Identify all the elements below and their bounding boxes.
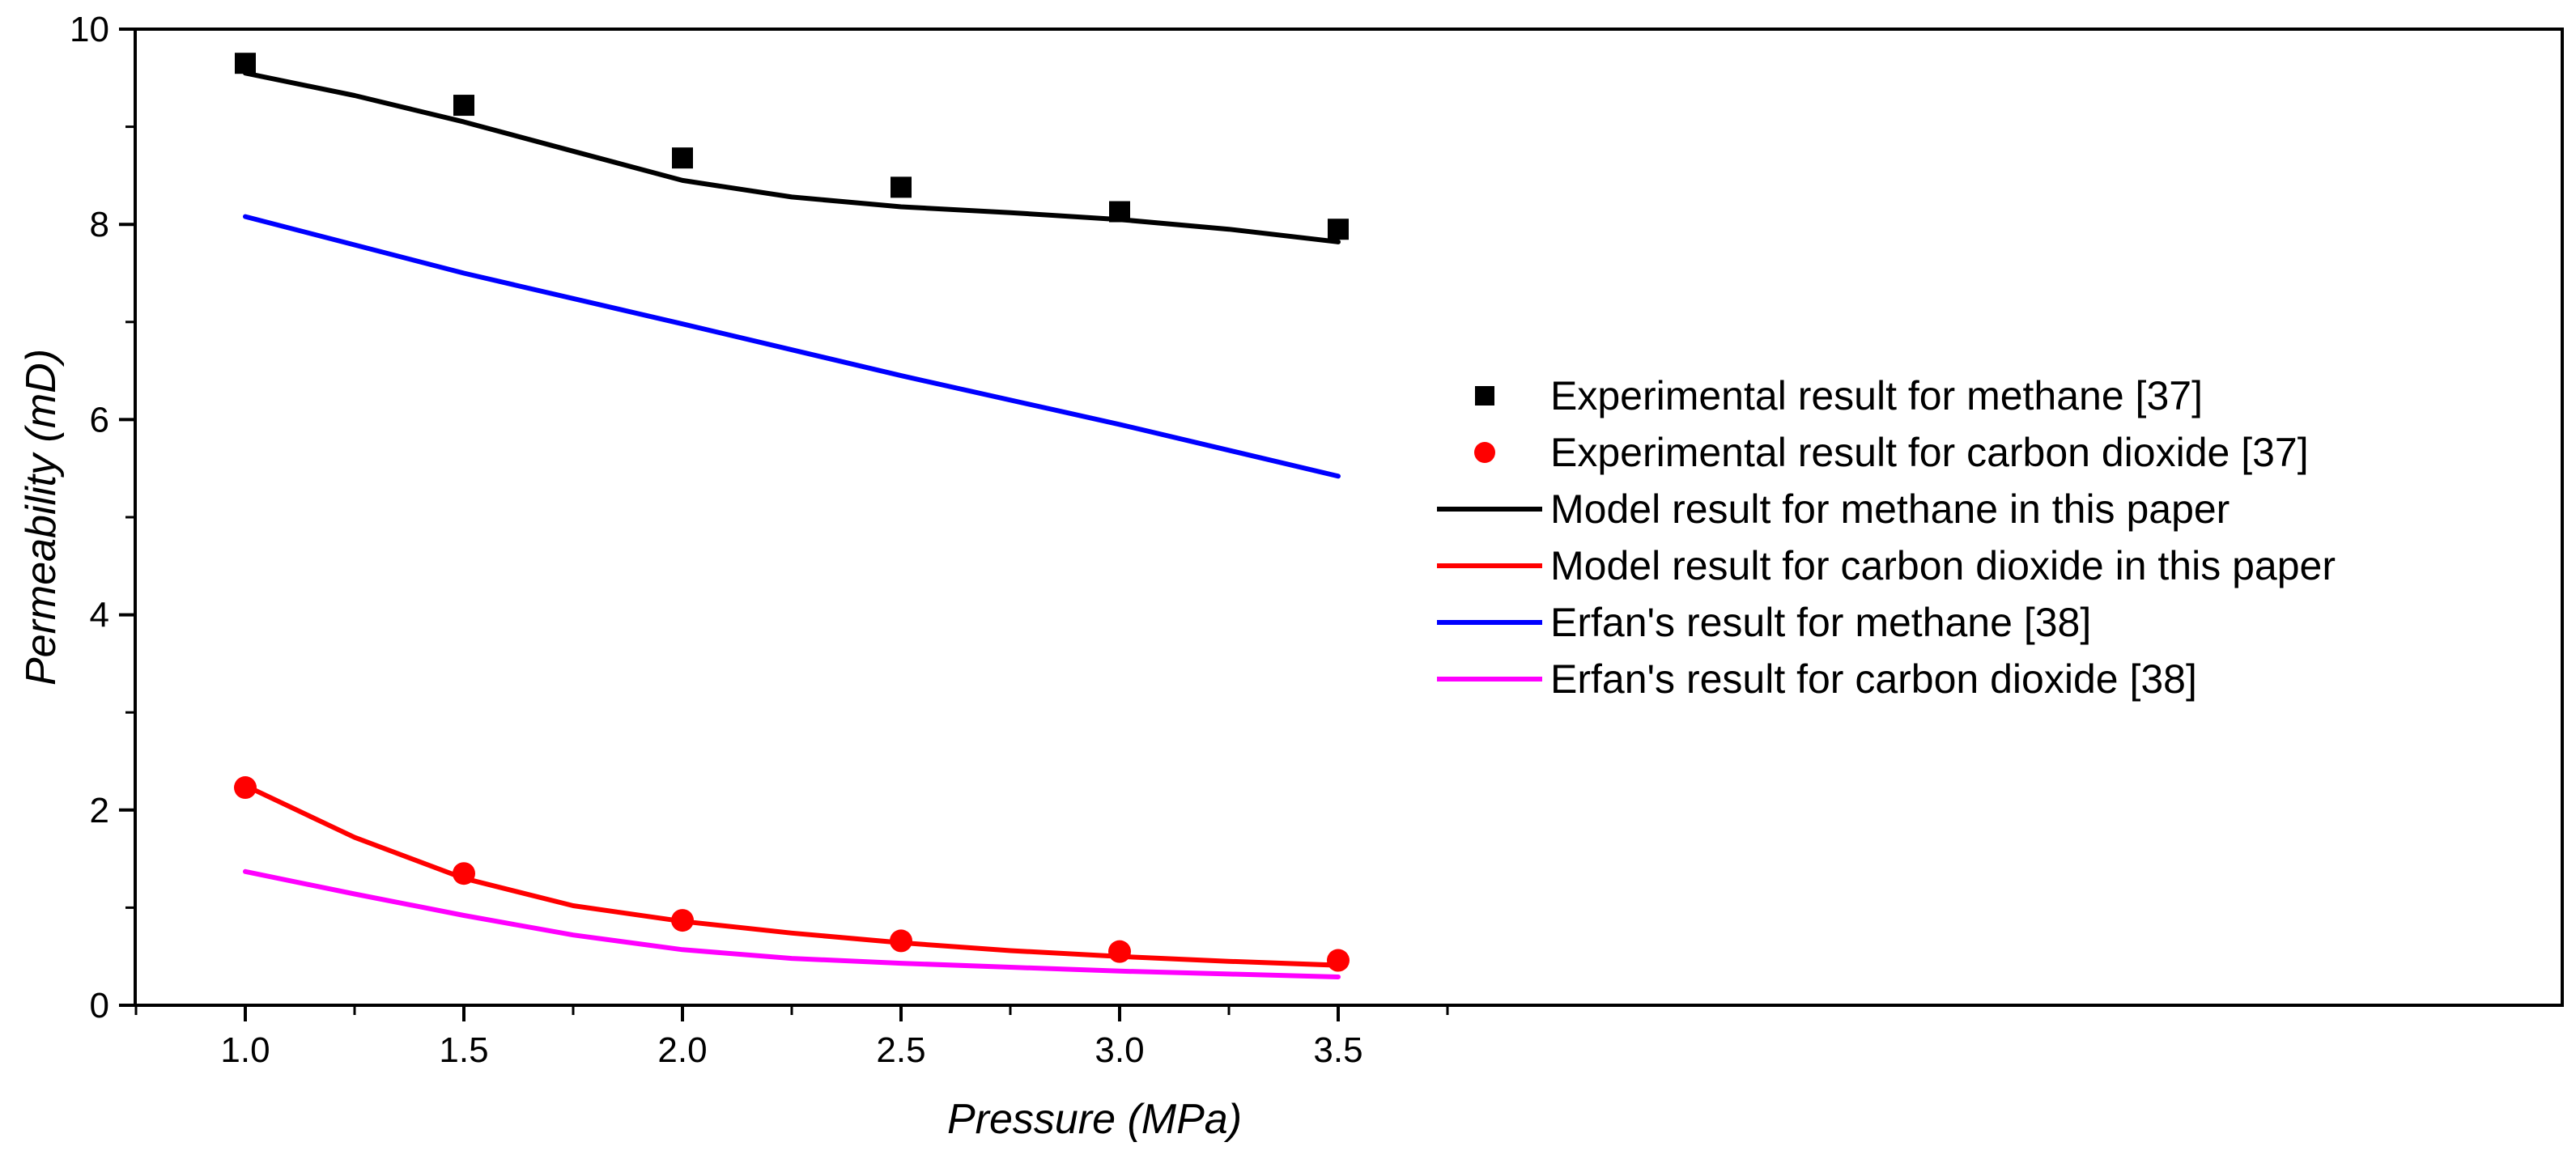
series-line: [243, 868, 1341, 979]
series-line: [243, 783, 1341, 968]
y-tick-label: 0: [90, 986, 109, 1025]
data-point-circle: [671, 909, 694, 932]
data-point-square: [1109, 201, 1130, 223]
y-tick-label: 6: [90, 400, 109, 439]
y-tick-label: 10: [70, 10, 109, 49]
x-tick-label: 2.0: [657, 1030, 707, 1070]
x-axis-title: Pressure (MPa): [947, 1096, 1242, 1143]
data-point-square: [1328, 219, 1349, 240]
x-tick-label: 1.5: [439, 1030, 488, 1070]
y-axis-title: Permeability (mD): [18, 349, 65, 686]
data-point-square: [235, 53, 256, 74]
series-line: [243, 70, 1341, 244]
data-point-circle: [234, 776, 257, 800]
x-tick-label: 1.0: [220, 1030, 270, 1070]
data-point-circle: [1327, 949, 1350, 972]
y-axis: 0 2 4 6 8 10: [70, 10, 135, 1025]
data-point-circle: [453, 862, 475, 885]
y-tick-label: 2: [90, 791, 109, 830]
legend-label: Experimental result for carbon dioxide […: [1550, 430, 2309, 475]
legend-label: Experimental result for methane [37]: [1550, 373, 2203, 418]
legend: Experimental result for methane [37] Expe…: [1437, 373, 2336, 702]
x-axis: 1.0 1.5 2.0 2.5 3.0 3.5: [134, 1005, 1449, 1070]
series-layer: [234, 53, 1350, 979]
x-tick-label: 3.0: [1095, 1030, 1144, 1070]
x-tick-label: 2.5: [876, 1030, 925, 1070]
legend-label: Erfan's result for carbon dioxide [38]: [1550, 656, 2197, 702]
legend-marker-circle: [1474, 442, 1495, 463]
y-tick-label: 8: [90, 205, 109, 244]
series-line: [243, 214, 1341, 479]
data-point-square: [672, 147, 693, 169]
data-point-square: [891, 176, 912, 198]
y-tick-label: 4: [90, 596, 109, 635]
legend-label: Model result for methane in this paper: [1550, 486, 2230, 532]
legend-label: Erfan's result for methane [38]: [1550, 600, 2091, 645]
data-point-circle: [890, 929, 912, 953]
data-point-square: [453, 95, 474, 117]
x-tick-label: 3.5: [1313, 1030, 1362, 1070]
data-point-circle: [1108, 940, 1131, 963]
legend-marker-square: [1475, 386, 1494, 406]
legend-label: Model result for carbon dioxide in this …: [1550, 543, 2336, 588]
